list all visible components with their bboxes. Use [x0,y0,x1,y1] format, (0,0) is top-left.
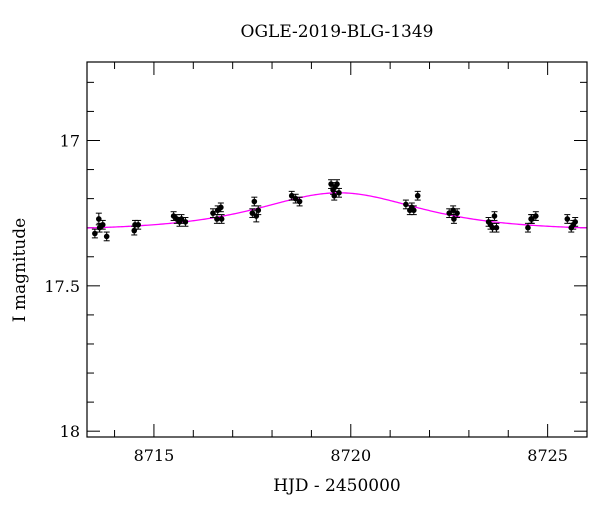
data-marker [96,216,102,222]
data-point [182,217,189,227]
data-point [255,205,262,216]
data-marker [331,192,338,199]
data-marker [255,207,262,214]
data-marker [218,204,224,211]
data-marker [135,221,141,228]
data-point [491,211,498,221]
y-tick-label: 17 [60,131,80,150]
data-point [493,222,500,233]
data-marker [92,230,98,237]
model-curve [86,192,588,229]
tick-labels: 8715 8720 8725 17 17.5 18 [44,131,568,465]
data-point [296,196,303,207]
data-marker [249,210,256,216]
data-marker [533,213,539,219]
data-marker [103,233,110,240]
data-point [251,196,258,207]
y-tick-label: 18 [60,422,80,441]
data-marker [251,198,258,205]
major-ticks [87,62,587,437]
plot-frame [86,61,588,438]
data-point [103,231,110,242]
data-point [217,202,224,213]
x-axis-label: HJD - 2450000 [273,476,401,496]
data-point [335,187,342,198]
data-marker [182,219,189,225]
data-point [532,211,539,221]
data-point [454,208,461,219]
data-marker [564,216,571,222]
data-marker [99,221,106,228]
data-point [414,190,421,201]
data-marker [414,192,421,199]
data-marker [572,219,578,225]
x-tick-label: 8725 [527,446,568,465]
data-marker [210,210,216,216]
x-tick-label: 8715 [134,446,175,465]
data-point [410,205,417,216]
data-marker [296,198,303,205]
data-marker [334,181,340,187]
data-point [135,219,142,230]
data-marker [454,210,460,216]
data-point [218,214,225,224]
data-marker [218,216,225,222]
x-tick-label: 8720 [330,446,371,465]
data-point [402,199,409,210]
y-tick-label: 17.5 [44,277,80,296]
data-marker [493,224,500,231]
data-points [91,179,579,242]
data-marker [410,207,417,214]
minor-ticks [87,62,588,437]
data-marker [336,190,342,196]
data-point [572,217,579,227]
data-point [564,214,571,224]
data-point [91,228,98,239]
data-marker [525,224,531,231]
data-marker [491,213,498,219]
data-marker [451,216,457,222]
data-marker [131,227,138,234]
data-marker [214,216,220,222]
data-marker [403,201,409,208]
chart-title: OGLE-2019-BLG-1349 [240,22,434,42]
data-point [131,225,138,236]
data-point [99,219,106,230]
y-axis-label: I magnitude [10,217,30,323]
data-marker [489,224,496,231]
